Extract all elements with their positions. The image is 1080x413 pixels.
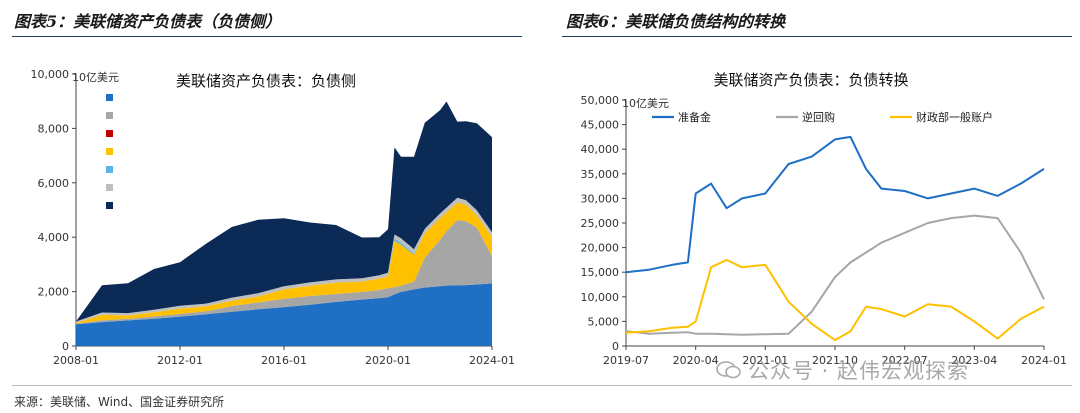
legend-label: 财政部一般账户 — [916, 110, 993, 124]
x-tick-label: 2016-01 — [261, 354, 307, 367]
y-tick-label: 10,000 — [31, 68, 70, 81]
legend-label: 流通中的货币 — [116, 91, 182, 105]
x-tick-label: 2019-07 — [603, 354, 649, 367]
y-tick-label: 40,000 — [581, 143, 620, 156]
y-tick-label: 2,000 — [38, 286, 70, 299]
y-tick-label: 20,000 — [581, 242, 620, 255]
y-tick-label: 30,000 — [581, 192, 620, 205]
x-tick-label: 2022-07 — [882, 354, 928, 367]
x-tick-label: 2024-01 — [1021, 354, 1067, 367]
figure6-title: 图表6：美联储负债结构的转换 — [566, 12, 786, 31]
area-series — [76, 202, 492, 324]
chart-title: 美联储资产负债表：负债侧 — [176, 72, 356, 90]
title-rule-left — [12, 36, 522, 37]
y-unit-label: 10亿美元 — [622, 97, 669, 110]
legend-swatch — [106, 184, 113, 191]
legend-swatch — [106, 148, 113, 155]
line-series — [625, 135, 1045, 274]
y-tick-label: 50,000 — [581, 94, 620, 107]
source-note: 来源：美联储、Wind、国金证券研究所 — [14, 395, 225, 409]
liabilities-conversion-line-chart: 0 5,000 10,000 15,000 20,000 25,000 30,000 35,0… — [581, 71, 1067, 367]
legend-label: 准备金 — [678, 110, 711, 124]
y-tick-label: 0 — [612, 340, 619, 353]
liabilities-area-chart: 0 2,000 4,000 6,000 8,000 10,000 2008-01 2012-0… — [31, 68, 515, 367]
figure5-title: 图表5：美联储资产负债表（负债侧） — [14, 12, 282, 31]
watermark: 公众号 · 赵伟宏观探索 — [748, 359, 970, 383]
wechat-logo-icon — [716, 361, 741, 379]
x-tick-label: 2012-01 — [157, 354, 203, 367]
y-tick-label: 45,000 — [581, 119, 620, 132]
legend-swatch — [106, 166, 113, 173]
legend-swatch — [106, 130, 113, 137]
y-tick-label: 5,000 — [588, 315, 620, 328]
title-rule-right — [562, 36, 1072, 37]
legend-label: 其他负债及资本 — [116, 181, 193, 195]
y-tick-label: 35,000 — [581, 168, 620, 181]
x-tick-label: 2021-01 — [742, 354, 788, 367]
legend-label: 逆回购协议 — [116, 109, 171, 123]
legend-label: 财政部对信贷机构的捐助 — [116, 163, 237, 177]
x-tick-label: 2020-04 — [673, 354, 719, 367]
legend-label: 逆回购 — [802, 110, 835, 124]
x-tick-label: 2021-10 — [812, 354, 858, 367]
legend-label: 除储备金外的联储银行存款 — [116, 145, 248, 159]
legend-swatch — [106, 94, 113, 101]
area-series — [76, 101, 492, 322]
y-tick-label: 10,000 — [581, 291, 620, 304]
legend-label: 财政部库存现金 — [116, 127, 193, 141]
x-tick-label: 2008-01 — [53, 354, 99, 367]
y-tick-label: 15,000 — [581, 266, 620, 279]
x-tick-label: 2024-01 — [469, 354, 515, 367]
y-tick-label: 25,000 — [581, 217, 620, 230]
y-tick-label: 6,000 — [38, 177, 70, 190]
line-series — [625, 214, 1045, 336]
y-unit-label: 10亿美元 — [72, 71, 119, 84]
area-series — [76, 283, 492, 346]
y-tick-label: 0 — [62, 340, 69, 353]
footer-rule — [12, 385, 1072, 386]
line-series — [625, 258, 1045, 342]
legend-swatch — [106, 202, 113, 209]
y-tick-label: 8,000 — [38, 122, 70, 135]
area-series — [76, 220, 492, 325]
legend-swatch — [106, 112, 113, 119]
legend-label: 存款机构储备金余额 — [116, 199, 215, 213]
x-tick-label: 2020-01 — [365, 354, 411, 367]
chart-title: 美联储资产负债表：负债转换 — [713, 71, 908, 89]
x-tick-label: 2023-04 — [951, 354, 997, 367]
y-tick-label: 4,000 — [38, 231, 70, 244]
